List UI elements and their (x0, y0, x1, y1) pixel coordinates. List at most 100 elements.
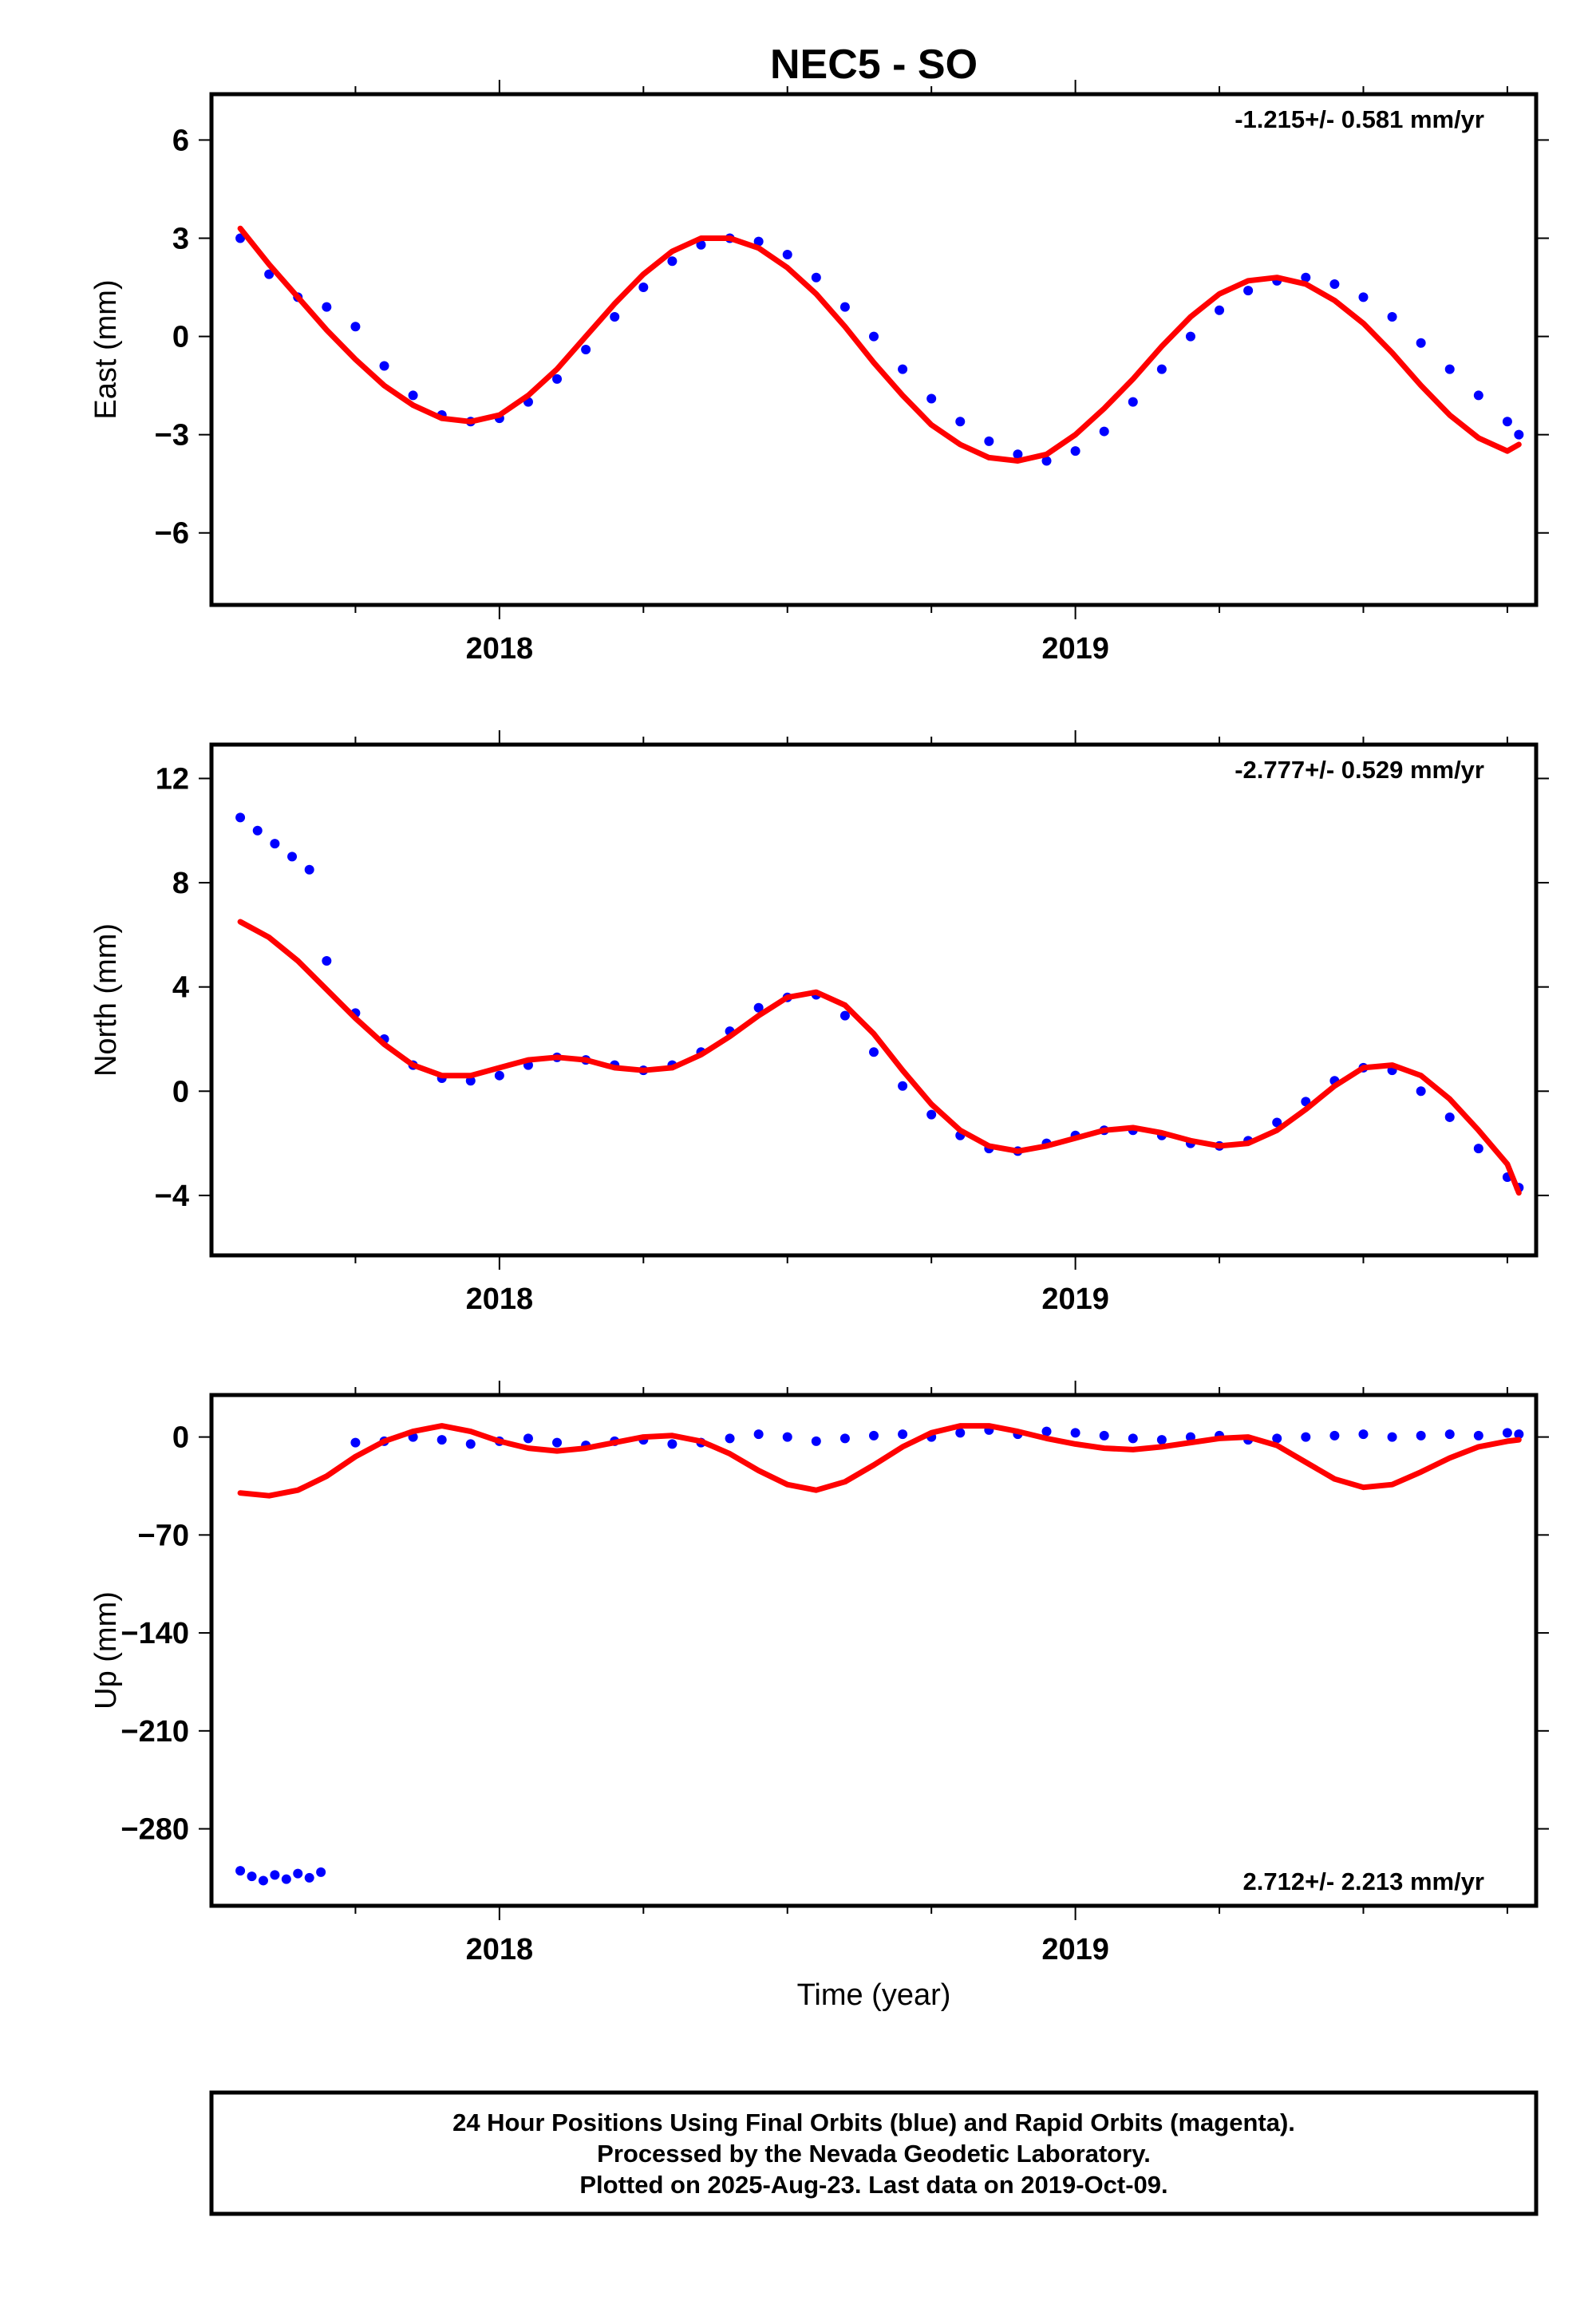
data-point (1099, 426, 1109, 437)
data-point (437, 1435, 447, 1445)
data-point (1444, 1429, 1455, 1440)
data-point (1215, 305, 1225, 315)
x-tick-label: 2018 (466, 1933, 534, 1966)
data-point (1444, 364, 1455, 374)
y-tick-label: 0 (172, 321, 189, 354)
y-axis-label: North (mm) (89, 923, 123, 1077)
plot-frame (209, 742, 1539, 1258)
data-point (322, 956, 332, 966)
data-point (869, 331, 879, 342)
model-curve (237, 1423, 1522, 1499)
data-point (1272, 1433, 1282, 1444)
data-point (1041, 456, 1052, 466)
data-point (869, 1430, 879, 1441)
plot-area (235, 225, 1524, 466)
data-point (1444, 1112, 1455, 1122)
y-tick-label: 3 (172, 223, 189, 256)
data-point (1099, 1430, 1109, 1441)
data-point (1243, 286, 1254, 296)
data-point (247, 1871, 257, 1882)
data-point (316, 1867, 326, 1877)
data-point (252, 825, 263, 836)
data-point (926, 393, 937, 404)
plot-area (235, 1423, 1524, 1886)
data-point (1502, 1428, 1512, 1438)
data-point (465, 1439, 476, 1449)
north-panel: 12 8 4 0 −4 2018 2019 North (mm) -2.777+/- 0.529… (89, 730, 1549, 1316)
y-tick-label: −6 (155, 517, 189, 551)
y-tick-label: 6 (172, 124, 189, 157)
footer-box (209, 2090, 1539, 2216)
east-panel: 6 3 0 −3 −6 2018 2019 East (mm) -1.215+/- 0.581 … (89, 80, 1549, 666)
data-point (350, 1437, 361, 1448)
data-point (494, 1070, 504, 1081)
data-point (1070, 1428, 1080, 1438)
y-axis-label: Up (mm) (89, 1591, 123, 1709)
y-tick-label: 0 (172, 1421, 189, 1455)
data-point (1473, 1144, 1483, 1154)
data-point (1416, 1430, 1426, 1441)
x-tick-label: 2019 (1041, 1933, 1109, 1966)
data-point (1156, 1435, 1167, 1445)
data-point (984, 436, 994, 446)
y-tick-label: −280 (120, 1813, 189, 1847)
data-point (287, 852, 298, 862)
x-tick-label: 2019 (1041, 1282, 1109, 1316)
velocity-annotation: 2.712+/- 2.213 mm/yr (1243, 1867, 1484, 1895)
data-point (955, 417, 966, 427)
data-point (1358, 1429, 1369, 1440)
data-point (638, 283, 649, 293)
figure-title: NEC5 - SO (770, 41, 978, 88)
plot-frame (209, 92, 1539, 607)
data-point (839, 1010, 850, 1021)
y-tick-label: −140 (120, 1617, 189, 1650)
data-point (1128, 1433, 1138, 1444)
data-point (839, 1433, 850, 1444)
data-point (1301, 1432, 1311, 1442)
footer-line-1: 24 Hour Positions Using Final Orbits (bl… (452, 2109, 1295, 2136)
data-point (926, 1109, 937, 1120)
x-tick-label: 2018 (466, 1282, 534, 1316)
up-panel: 0 −70 −140 −210 −280 2018 2019 Up (mm) 2.712+/- … (89, 1381, 1549, 1966)
y-tick-label: −210 (120, 1715, 189, 1749)
y-tick-label: 0 (172, 1075, 189, 1109)
data-point (1502, 417, 1512, 427)
velocity-annotation: -1.215+/- 0.581 mm/yr (1235, 105, 1484, 133)
data-point (898, 364, 908, 374)
velocity-annotation: -2.777+/- 0.529 mm/yr (1235, 756, 1484, 784)
data-point (235, 812, 246, 823)
data-point (523, 1433, 533, 1444)
data-point (1416, 338, 1426, 348)
y-tick-label: 4 (172, 971, 189, 1005)
data-point (1156, 364, 1167, 374)
data-point (811, 1436, 821, 1446)
data-point (1185, 331, 1195, 342)
data-point (270, 839, 280, 849)
data-point (1387, 1432, 1397, 1442)
y-tick-label: 8 (172, 867, 189, 900)
data-point (1387, 311, 1397, 322)
data-point (322, 302, 332, 312)
data-point (753, 1429, 764, 1440)
data-point (753, 236, 764, 247)
data-point (1514, 429, 1524, 440)
data-point (581, 345, 591, 354)
data-point (839, 302, 850, 312)
data-point (1013, 449, 1023, 460)
y-tick-label: −4 (155, 1180, 189, 1213)
data-point (898, 1429, 908, 1440)
data-point (1358, 292, 1369, 302)
data-point (465, 1076, 476, 1086)
data-point (1128, 397, 1138, 407)
data-point (1329, 1430, 1340, 1441)
data-point (1416, 1086, 1426, 1097)
data-point (898, 1081, 908, 1091)
data-point (281, 1874, 291, 1884)
data-point (1070, 446, 1080, 456)
data-point (1185, 1432, 1195, 1442)
data-point (1473, 390, 1483, 401)
data-point (1514, 1429, 1524, 1440)
data-point (350, 322, 361, 332)
data-point (1301, 272, 1311, 283)
data-point (782, 250, 792, 260)
